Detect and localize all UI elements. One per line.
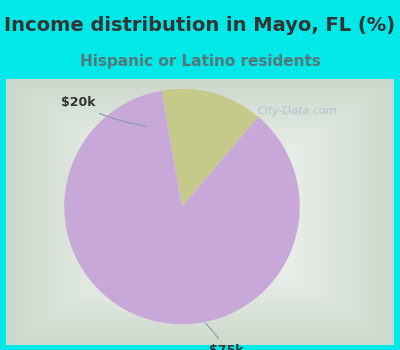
Text: Income distribution in Mayo, FL (%): Income distribution in Mayo, FL (%) <box>4 16 396 35</box>
Text: $75k: $75k <box>205 323 244 350</box>
Text: City-Data.com: City-Data.com <box>257 106 337 116</box>
Text: $20k: $20k <box>61 96 146 126</box>
Text: Hispanic or Latino residents: Hispanic or Latino residents <box>80 54 320 69</box>
Wedge shape <box>64 91 300 324</box>
Wedge shape <box>162 89 258 206</box>
